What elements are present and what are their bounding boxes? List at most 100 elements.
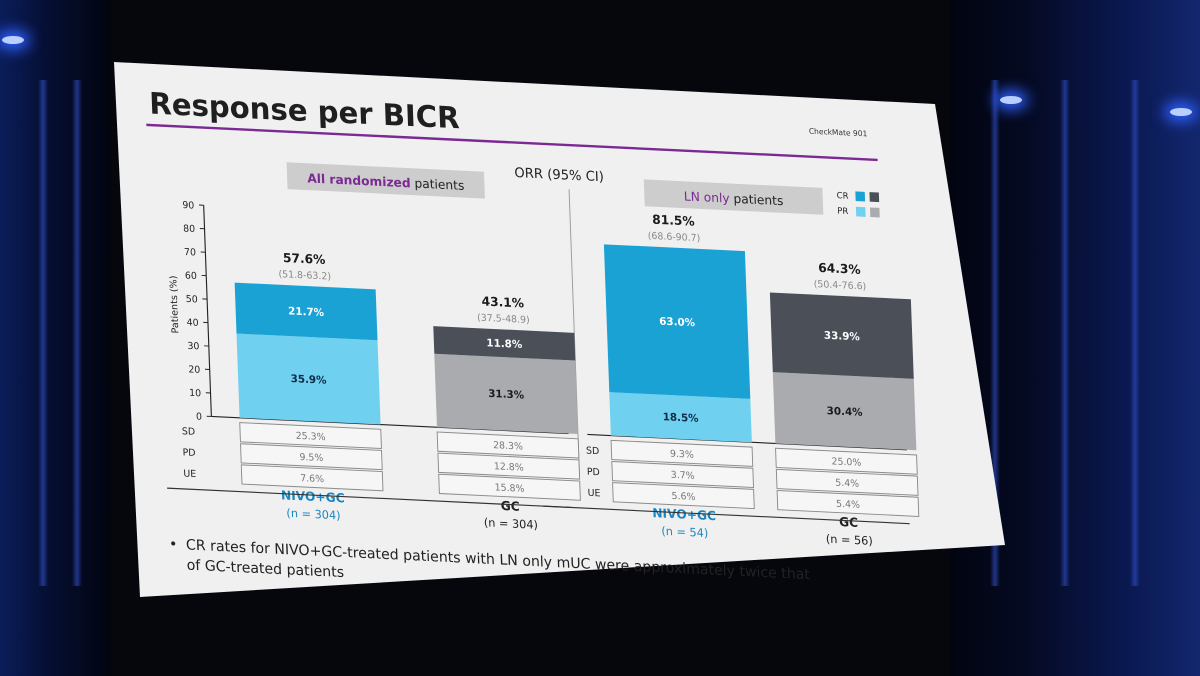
outcome-table: SD SD PD PD UE UE 25.3% 9.5% 7.6% 28.3% 12.8% 15.8%… [167,422,920,525]
group-label: GC [500,499,520,514]
table-cell [775,468,919,496]
orr-ci-label: (68.6-90.7) [648,231,701,245]
cr-data-label: 63.0% [659,316,696,330]
y-axis-label: Patients (%) [168,275,181,334]
table-cell [436,431,580,459]
stage-light [1170,108,1192,116]
pr-data-label: 30.4% [826,405,863,419]
curtain-fold [38,80,48,586]
table-row-label: SD [586,445,600,457]
table-cell-value: 3.7% [671,470,695,482]
y-tick-label: 90 [182,200,194,212]
table-row-label: PD [587,467,600,479]
table-cell-value: 25.0% [831,456,861,469]
table-cell-value: 9.3% [670,449,694,461]
y-tick-label: 60 [185,270,197,282]
table-row-label: UE [183,468,196,480]
table-cell [240,443,383,471]
table-cell [437,452,581,480]
curtain-fold [1060,80,1070,586]
bullet-text-line-2: of GC-treated patients [186,557,344,581]
legend: CR PR [837,191,880,218]
bar-segment-pr [772,372,917,451]
table-row-label: SD [182,426,196,438]
y-axis-line [203,205,212,417]
curtain-fold [1130,80,1140,586]
table-cell [240,464,384,492]
y-tick-label: 70 [184,247,196,259]
cr-data-label: 21.7% [288,305,325,319]
pr-data-label: 35.9% [290,373,327,387]
bar-segment-cr [433,326,576,361]
bar-segment-pr [434,353,578,435]
stage-curtain-left [0,0,110,676]
stage-light [1000,96,1022,104]
y-tick-label: 20 [188,364,200,376]
table-baseline [543,505,910,525]
legend-label-cr: CR [837,191,849,202]
y-tick-label: 10 [189,388,201,400]
y-tick-label: 80 [183,223,195,235]
table-cell-value: 15.8% [494,482,524,495]
table-cell-value: 5.4% [836,499,860,511]
orr-ci-label: (51.8-63.2) [278,269,331,283]
table-cell [611,460,755,488]
group-label: NIVO+GC [652,506,716,523]
bar-segment-pr [609,392,752,443]
group-n-label: (n = 56) [826,532,873,548]
y-tick-label: 40 [186,317,198,329]
panel-label-box [286,162,485,199]
table-cell [612,482,755,510]
y-tick-label: 30 [187,341,199,353]
y-axis-ticks: 0 10 20 30 40 50 60 70 80 90 [182,200,212,423]
y-tick-label: 0 [196,411,202,422]
table-cell-value: 12.8% [494,461,524,474]
table-baseline [167,487,572,509]
table-row-label: PD [182,447,195,459]
table-cell [610,439,754,467]
table-cell [776,489,920,517]
legend-swatch-gc-pr [869,207,880,218]
orr-value-label: 64.3% [818,261,861,277]
chart-title: ORR (95% CI) [514,166,604,185]
group-n-label: (n = 304) [286,506,341,523]
panel-label-ln-only: LN only patients [684,189,784,208]
table-row-label: UE [587,488,600,500]
table-cell [438,473,581,501]
bar-segment-cr [603,244,751,399]
table-cell-value: 9.5% [299,452,323,464]
legend-label-pr: PR [837,206,848,217]
legend-swatch-nivo-pr [855,206,866,217]
orr-ci-label: (37.5-48.9) [477,312,530,326]
legend-swatch-gc-cr [869,192,880,203]
curtain-fold [72,80,82,586]
trial-tag: CheckMate 901 [809,127,868,139]
title-underline [146,123,878,162]
cr-data-label: 11.8% [486,337,523,351]
bar-segment-cr [769,292,914,379]
table-cell-value: 7.6% [300,473,324,485]
orr-value-label: 57.6% [283,251,326,267]
pr-data-label: 31.3% [488,388,525,402]
cr-data-label: 33.9% [824,330,861,344]
table-cell-value: 5.6% [671,491,695,503]
bar-segment-cr [234,282,378,341]
panel-divider [568,189,581,478]
table-cell-value: 5.4% [835,478,859,490]
group-label: GC [839,515,859,530]
table-cell [239,422,382,450]
bars-layer: 35.9%21.7%57.6%(51.8-63.2)NIVO+GC(n = 30… [234,213,917,548]
group-n-label: (n = 54) [661,524,708,540]
bullet-mark: • [169,536,178,553]
group-label: NIVO+GC [281,488,345,505]
bar-segment-pr [236,333,381,425]
orr-value-label: 81.5% [652,213,695,229]
table-cell-value: 28.3% [493,440,523,453]
panel-label-box [643,179,824,215]
table-cell [775,447,918,475]
legend-swatch-nivo-cr [855,191,866,202]
y-tick-label: 50 [186,294,198,306]
orr-value-label: 43.1% [481,294,524,310]
